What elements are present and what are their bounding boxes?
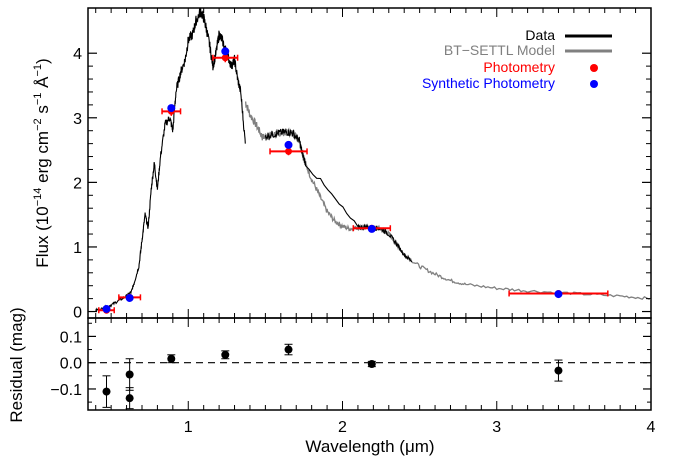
photometry-point-4 (285, 147, 293, 155)
residual-point-3 (167, 354, 176, 363)
bottom-y-tick-label-2: −0.1 (50, 382, 82, 399)
synthetic-photometry-point-6 (554, 290, 563, 299)
synthetic-photometry-point-3 (221, 47, 230, 56)
photometry-point-3 (221, 54, 229, 62)
legend-label-model: BT−SETTL Model (444, 42, 555, 58)
bottom-plot-area (88, 343, 651, 410)
legend-dot-photometry (590, 64, 598, 72)
top-plot-area (95, 7, 652, 314)
series-line-1 (244, 101, 652, 300)
residual-point-2 (125, 394, 134, 403)
top-y-tick-label-3: 3 (73, 111, 82, 128)
top-y-tick-label-4: 4 (73, 46, 82, 63)
x-tick-label-2: 3 (492, 419, 501, 436)
top-y-tick-label-1: 1 (73, 240, 82, 257)
residual-point-5 (284, 345, 293, 354)
top-panel-frame (87, 7, 652, 319)
bottom-axis-ticks: 1 2 3 4 0.1 0.0 −0.1 (50, 318, 656, 436)
synthetic-photometry-point-4 (284, 140, 293, 149)
synthetic-photometry-point-5 (367, 224, 376, 233)
x-tick-label-3: 4 (647, 419, 656, 436)
legend-label-photometry: Photometry (483, 59, 555, 75)
synthetic-photometry-point-0 (102, 304, 111, 313)
legend: Data BT−SETTL Model Photometry Synthetic… (422, 27, 612, 91)
synthetic-photometry-point-2 (167, 104, 176, 113)
bottom-y-axis-label: Residual (mag) (7, 307, 26, 422)
residual-point-0 (102, 387, 111, 396)
top-y-tick-label-0: 0 (73, 305, 82, 322)
residual-point-1 (125, 370, 134, 379)
legend-dot-synthetic (590, 80, 598, 88)
top-axis-ticks: 0 1 2 3 4 (73, 8, 652, 322)
series-line-2 (264, 128, 413, 263)
series-line-0 (95, 7, 246, 313)
residual-point-7 (554, 366, 563, 375)
x-tick-label-0: 1 (184, 419, 193, 436)
top-y-tick-label-2: 2 (73, 175, 82, 192)
synthetic-photometry-point-1 (125, 293, 134, 302)
residual-point-4 (221, 350, 230, 359)
bottom-y-tick-label-1: 0.0 (60, 356, 82, 373)
x-tick-label-1: 2 (338, 419, 347, 436)
legend-label-synthetic: Synthetic Photometry (422, 75, 555, 91)
legend-label-data: Data (525, 27, 555, 43)
residual-point-6 (367, 360, 376, 368)
bottom-panel-frame (87, 317, 652, 411)
x-axis-label: Wavelength (μm) (305, 437, 434, 456)
top-y-axis-label: Flux (10−14 erg cm−2 s−1 Å−1) (32, 58, 52, 267)
bottom-y-tick-label-0: 0.1 (60, 329, 82, 346)
